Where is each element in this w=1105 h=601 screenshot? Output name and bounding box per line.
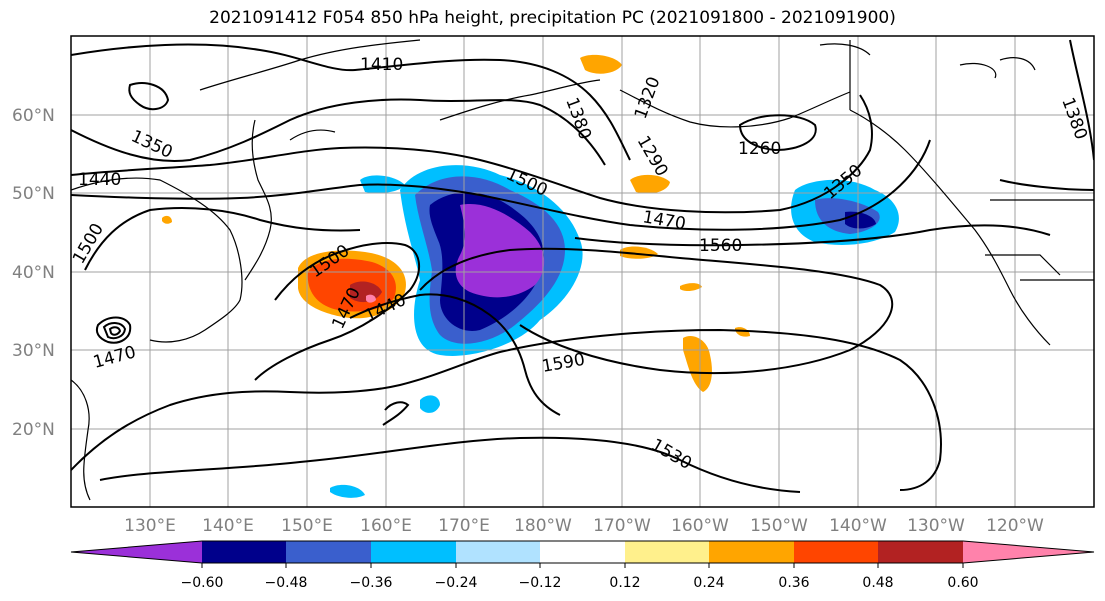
colorbar-swatch xyxy=(456,541,540,563)
lon-tick-label: 180°W xyxy=(514,516,572,536)
colorbar-tick-label: −0.36 xyxy=(350,575,393,591)
lon-tick-label: 160°E xyxy=(360,516,412,536)
lat-tick-label: 50°N xyxy=(12,184,55,204)
map-frame xyxy=(70,35,1095,508)
colorbar-swatch xyxy=(625,541,709,563)
lon-tick-label: 150°W xyxy=(750,516,808,536)
colorbar-tick-label: 0.24 xyxy=(693,575,724,591)
lon-tick-label: 140°W xyxy=(829,516,887,536)
colorbar-swatch xyxy=(371,541,456,563)
colorbar-swatch xyxy=(71,541,202,563)
colorbar-swatch xyxy=(794,541,878,563)
lat-tick-label: 30°N xyxy=(12,341,55,361)
contour-label: 1440 xyxy=(78,170,121,190)
lon-tick-label: 130°E xyxy=(124,516,176,536)
lon-tick-label: 170°W xyxy=(593,516,651,536)
colorbar-swatch xyxy=(963,541,1094,563)
colorbar-tick-label: −0.24 xyxy=(435,575,478,591)
lon-tick-label: 130°W xyxy=(907,516,965,536)
colorbar-tick-label: 0.60 xyxy=(947,575,978,591)
colorbar-swatch xyxy=(540,541,625,563)
lat-tick-label: 20°N xyxy=(12,420,55,440)
colorbar-swatch xyxy=(709,541,794,563)
map-title: 2021091412 F054 850 hPa height, precipit… xyxy=(209,8,896,28)
colorbar xyxy=(70,540,1095,568)
colorbar-labels: −0.60 −0.48 −0.36 −0.24 −0.12 0.12 0.24 … xyxy=(181,575,979,591)
contour-label: 1410 xyxy=(360,55,403,75)
contour-label: 1560 xyxy=(699,236,742,256)
colorbar-tick-label: −0.12 xyxy=(519,575,562,591)
colorbar-tick-label: 0.12 xyxy=(609,575,640,591)
colorbar-tick-label: 0.36 xyxy=(778,575,809,591)
lon-tick-labels: 130°E 140°E 150°E 160°E 170°E 180°W 170°… xyxy=(124,516,1044,536)
colorbar-tick-label: 0.48 xyxy=(862,575,893,591)
lon-tick-label: 150°E xyxy=(281,516,333,536)
colorbar-tick-label: −0.60 xyxy=(181,575,224,591)
coastlines xyxy=(71,39,1094,501)
colorbar-tick-label: −0.48 xyxy=(265,575,308,591)
contour-label: 1260 xyxy=(738,139,781,159)
height-contours xyxy=(71,39,1094,493)
colorbar-swatch xyxy=(286,541,371,563)
lat-tick-label: 40°N xyxy=(12,263,55,283)
lon-tick-label: 170°E xyxy=(438,516,490,536)
lon-tick-label: 120°W xyxy=(986,516,1044,536)
colorbar-swatch xyxy=(878,541,963,563)
lat-tick-label: 60°N xyxy=(12,106,55,126)
lon-tick-label: 140°E xyxy=(202,516,254,536)
colorbar-swatch xyxy=(202,541,286,563)
lat-tick-labels: 60°N 50°N 40°N 30°N 20°N xyxy=(12,106,55,440)
lon-tick-label: 160°W xyxy=(671,516,729,536)
